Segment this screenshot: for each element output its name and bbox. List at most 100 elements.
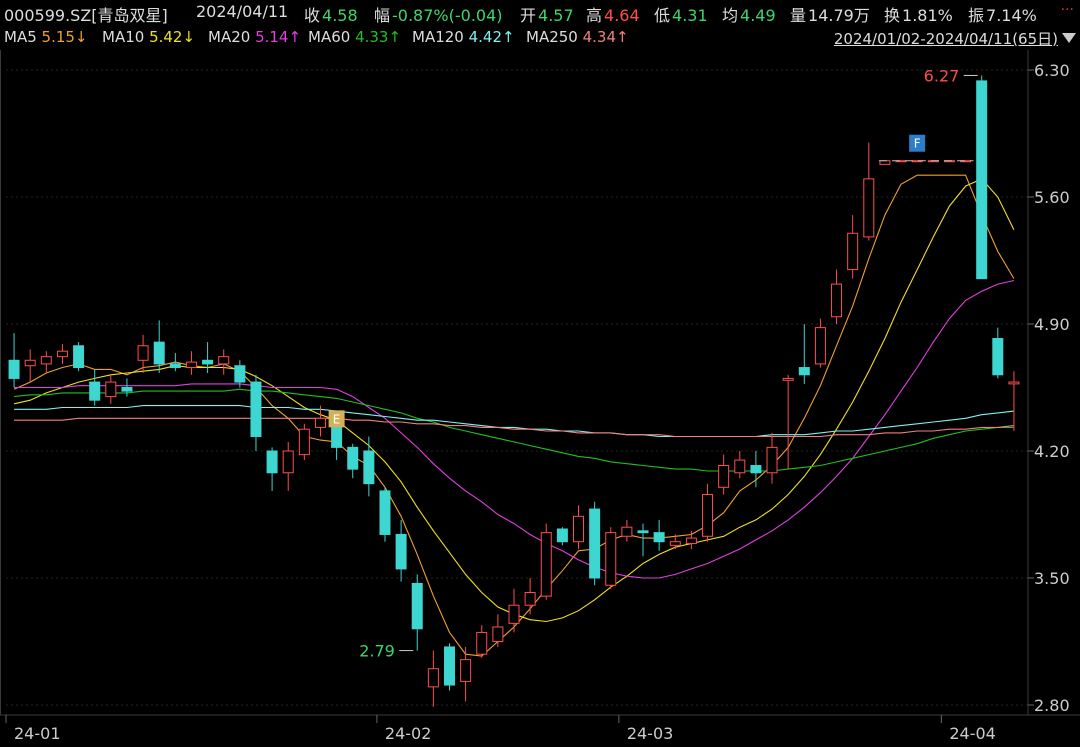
ma20-legend[interactable]: MA20 5.14↑: [208, 28, 301, 46]
candle: [847, 215, 859, 279]
candle: [169, 353, 181, 372]
ma10-legend-value: 5.42↓: [149, 28, 196, 46]
quote-date: 2024/04/11: [196, 2, 289, 21]
candle: [653, 519, 665, 551]
candle: [814, 318, 826, 368]
candle-body: [911, 160, 923, 163]
y-tick-label: 3.50: [1034, 569, 1070, 588]
candle: [379, 487, 391, 542]
candle-body: [653, 532, 665, 543]
candle-body: [750, 465, 762, 474]
date-range-link[interactable]: 2024/01/02-2024/04/11(65日): [833, 30, 1058, 48]
ma-line-ma10: [13, 178, 1015, 623]
marker-f-box: [909, 134, 926, 152]
candle-body: [621, 526, 633, 537]
amplitude-value: 7.14%: [986, 6, 1037, 25]
candle: [879, 160, 891, 165]
y-tick-label: 4.90: [1034, 315, 1070, 334]
candle-body: [169, 363, 181, 369]
candle-body: [40, 356, 52, 365]
ma-line-ma60: [14, 388, 1014, 472]
candle: [637, 523, 649, 557]
candle-body: [137, 345, 149, 361]
marker-e-label: E: [333, 412, 341, 426]
candle-body: [702, 494, 714, 537]
candle-body: [24, 359, 36, 367]
amplitude-label: 振: [968, 6, 985, 25]
candle: [524, 578, 536, 615]
candle: [411, 574, 423, 651]
ma250-legend[interactable]: MA250 4.34↑: [526, 28, 629, 46]
ma250-legend-name: MA250: [526, 28, 578, 46]
more-button[interactable]: ...: [1060, 0, 1074, 14]
marker-f-label: F: [914, 137, 921, 151]
candle-body: [492, 626, 504, 643]
turnover-value: 1.81%: [902, 6, 953, 25]
high-value: 4.64: [604, 6, 640, 25]
candlestick-chart[interactable]: 6.27 2.79 E F 6.30 5.60 4.90 4.20 3.50 2.80 24-01…: [0, 50, 1080, 747]
ma5-legend[interactable]: MA5 5.15↓: [4, 28, 88, 46]
ma10-legend-name: MA10: [102, 28, 145, 46]
candle: [347, 443, 359, 479]
candle-body: [814, 327, 826, 365]
candle: [976, 75, 988, 280]
low-value: 4.31: [672, 6, 708, 25]
candle-body: [685, 537, 697, 545]
ma60-legend-name: MA60: [308, 28, 351, 46]
turnover-field: 换 1.81%: [884, 2, 953, 26]
candle-body: [250, 381, 262, 437]
candle-body: [298, 428, 310, 456]
candle-body: [202, 359, 214, 365]
candle-body: [766, 446, 778, 474]
candle: [605, 527, 617, 589]
candle-body: [153, 341, 165, 365]
candle: [573, 505, 585, 549]
candle-body: [879, 160, 891, 165]
ma10-legend[interactable]: MA10 5.42↓: [102, 28, 195, 46]
candle: [234, 360, 246, 388]
ma20-legend-name: MA20: [208, 28, 251, 46]
open-value: 4.57: [538, 6, 574, 25]
ma60-legend[interactable]: MA60 4.33↑: [308, 28, 401, 46]
candle-layer: [8, 75, 1020, 707]
stock-code-name[interactable]: 000599.SZ[青岛双星]: [4, 6, 168, 25]
candle-body: [589, 508, 601, 579]
candle-body: [56, 350, 68, 358]
candle: [427, 650, 439, 707]
candle: [24, 349, 36, 383]
avg-field: 均 4.49: [722, 2, 776, 26]
turnover-label: 换: [884, 6, 901, 25]
avg-label: 均: [722, 6, 739, 25]
low-label: 低: [654, 6, 671, 25]
ma-line-ma5: [13, 174, 1015, 657]
close-label: 收: [304, 6, 321, 25]
candle: [89, 369, 101, 406]
candle-body: [863, 178, 875, 238]
candle-body: [734, 459, 746, 474]
ma250-legend-value: 4.34↑: [582, 28, 629, 46]
moving-average-layer: [13, 174, 1015, 657]
candle-body: [282, 450, 294, 474]
candle: [56, 343, 68, 364]
candle-body: [185, 361, 197, 369]
y-tick-label: 2.80: [1034, 696, 1070, 715]
candle-body: [395, 533, 407, 570]
candle: [460, 646, 472, 702]
ma-line-ma250: [14, 417, 1014, 438]
volume-value: 14.79万: [808, 6, 870, 25]
change-label: 幅: [374, 6, 391, 25]
ma120-legend[interactable]: MA120 4.42↑: [412, 28, 515, 46]
candle: [218, 349, 230, 375]
candle-body: [8, 359, 20, 379]
candle-body: [798, 367, 810, 376]
candle-body: [1008, 381, 1020, 385]
candle: [831, 269, 843, 324]
candle-body: [831, 283, 843, 318]
x-tick-label: 24-01: [14, 724, 61, 743]
x-tick-label: 24-04: [949, 724, 996, 743]
dropdown-triangle-icon[interactable]: [1062, 33, 1076, 43]
candle-body: [637, 530, 649, 534]
candle: [960, 160, 972, 163]
ma-line-ma20: [14, 279, 1015, 579]
candle: [685, 530, 697, 549]
